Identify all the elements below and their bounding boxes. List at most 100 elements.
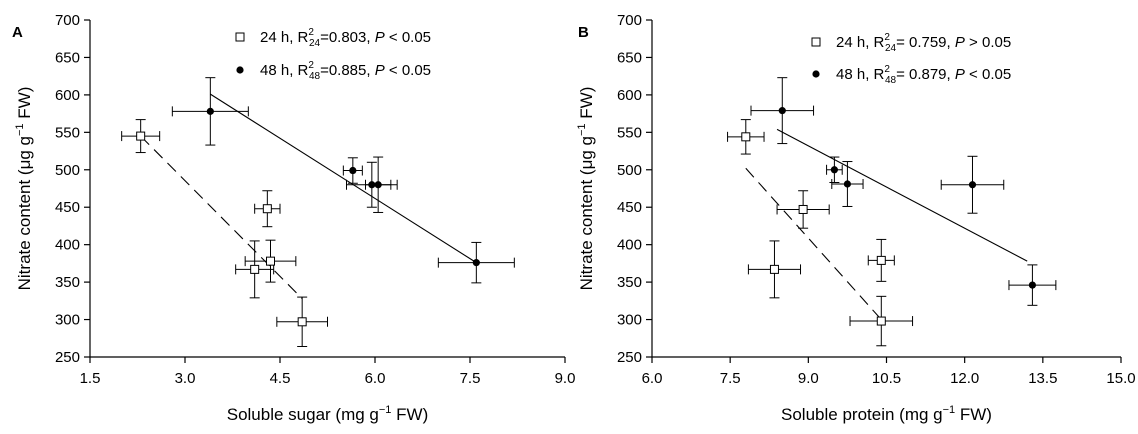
x-tick-label: 10.5 xyxy=(872,370,901,387)
legend-entry: 24 h, R2 24= 0.759, P > 0.05 xyxy=(811,32,1011,54)
24h-marker xyxy=(262,204,272,214)
legend-marker xyxy=(811,37,821,47)
y-tick-label: 700 xyxy=(617,12,642,29)
y-tick-label: 650 xyxy=(617,49,642,66)
y-tick-label: 550 xyxy=(55,124,80,141)
24h-marker xyxy=(798,204,808,214)
x-tick-label: 13.5 xyxy=(1028,370,1057,387)
superscript: −1 xyxy=(379,404,392,416)
24h-marker xyxy=(741,132,751,142)
superscript: 2 xyxy=(884,64,890,75)
x-tick-label: 9.0 xyxy=(798,370,819,387)
x-tick-label: 9.0 xyxy=(555,370,576,387)
y-tick-label: 250 xyxy=(55,349,80,366)
24h-marker xyxy=(876,255,886,265)
y-tick-label: 300 xyxy=(617,312,642,329)
24h-data-point xyxy=(867,238,895,282)
48h-data-point xyxy=(171,77,249,146)
subscript: 24 xyxy=(309,38,321,49)
subscript: 48 xyxy=(309,71,321,82)
legend-marker xyxy=(812,70,820,78)
y-tick-label: 300 xyxy=(55,312,80,329)
legend-marker xyxy=(235,32,245,42)
48h-data-point xyxy=(826,156,843,184)
superscript: 2 xyxy=(308,27,314,38)
48h-regression-line xyxy=(776,128,1028,262)
24h-data-point xyxy=(121,119,161,154)
24h-marker xyxy=(297,317,307,327)
subscript: 24 xyxy=(885,43,897,54)
legend-label: 48 h, R2 48= 0.879, P < 0.05 xyxy=(836,64,1011,86)
24h-marker xyxy=(250,264,260,274)
x-tick-label: 1.5 xyxy=(80,370,101,387)
chart-panel-a: A 250 300 350 400 450 500 550 600 650 700 1.5 3.0 4.5… xyxy=(12,12,575,424)
24h-data-point xyxy=(276,296,328,348)
24h-marker xyxy=(136,131,146,141)
x-tick-label: 7.5 xyxy=(460,370,481,387)
panel-label: A xyxy=(12,24,23,41)
24h-data-point xyxy=(235,240,275,299)
legend-label: 24 h, R2 24=0.803, P < 0.05 xyxy=(260,27,431,49)
x-tick-label: 6.0 xyxy=(642,370,663,387)
24h-regression-line xyxy=(745,167,882,320)
subscript: 48 xyxy=(885,75,897,86)
y-tick-label: 450 xyxy=(617,199,642,216)
legend: 24 h, R2 24= 0.759, P > 0.05 48 h, R2 48= 0… xyxy=(811,32,1011,86)
24h-marker xyxy=(769,264,779,274)
y-tick-label: 600 xyxy=(55,87,80,104)
24h-data-point xyxy=(244,239,297,283)
24h-data-point xyxy=(254,190,281,228)
48h-marker xyxy=(206,107,214,115)
x-tick-label: 6.0 xyxy=(365,370,386,387)
48h-marker xyxy=(349,166,357,175)
chart-panel-b: B 250 300 350 400 450 500 550 600 650 700 6.0 7.5 9.0… xyxy=(576,12,1136,424)
superscript: −1 xyxy=(943,404,956,416)
24h-marker xyxy=(876,316,886,326)
y-tick-label: 250 xyxy=(617,349,642,366)
superscript: 2 xyxy=(884,32,890,43)
48h-data-point xyxy=(365,156,392,213)
24h-data-point xyxy=(747,240,802,299)
y-tick-label: 500 xyxy=(55,162,80,179)
legend-entry: 48 h, R2 48=0.885, P < 0.05 xyxy=(236,60,431,82)
48h-marker xyxy=(843,180,852,188)
legend-label: 48 h, R2 48=0.885, P < 0.05 xyxy=(260,60,431,82)
y-tick-label: 350 xyxy=(617,274,642,291)
y-tick-label: 550 xyxy=(617,124,642,141)
legend-marker xyxy=(236,66,244,74)
superscript: −1 xyxy=(14,123,26,136)
x-axis-title: Soluble protein (mg g−1 FW) xyxy=(781,404,992,424)
legend: 24 h, R2 24=0.803, P < 0.05 48 h, R2 48=0.8… xyxy=(235,27,431,82)
24h-data-point xyxy=(776,190,830,229)
y-tick-label: 700 xyxy=(55,12,80,29)
superscript: 2 xyxy=(308,60,314,71)
y-tick-label: 500 xyxy=(617,162,642,179)
24h-data-point xyxy=(727,119,765,155)
y-axis-title: Nitrate content (μg g−1 FW) xyxy=(576,87,596,291)
48h-regression-line xyxy=(210,93,477,264)
y-tick-label: 600 xyxy=(617,87,642,104)
y-tick-label: 650 xyxy=(55,49,80,66)
y-axis-title: Nitrate content (μg g−1 FW) xyxy=(14,87,34,291)
48h-data-point xyxy=(940,155,1005,214)
superscript: −1 xyxy=(576,123,588,136)
48h-marker xyxy=(472,259,480,267)
y-tick-label: 400 xyxy=(617,237,642,254)
48h-data-point xyxy=(1008,264,1057,306)
24h-data-point xyxy=(849,295,914,347)
48h-marker xyxy=(1028,281,1037,289)
x-axis-title: Soluble sugar (mg g−1 FW) xyxy=(227,404,429,424)
48h-data-point xyxy=(342,157,363,184)
legend-entry: 24 h, R2 24=0.803, P < 0.05 xyxy=(235,27,431,49)
48h-marker xyxy=(374,181,382,189)
48h-data-point xyxy=(831,161,864,207)
x-tick-label: 7.5 xyxy=(720,370,741,387)
x-tick-label: 15.0 xyxy=(1106,370,1135,387)
48h-marker xyxy=(830,166,838,174)
48h-data-point xyxy=(750,77,815,145)
x-tick-label: 12.0 xyxy=(950,370,979,387)
x-tick-label: 3.0 xyxy=(175,370,196,387)
y-tick-label: 400 xyxy=(55,237,80,254)
panel-label: B xyxy=(578,24,589,41)
